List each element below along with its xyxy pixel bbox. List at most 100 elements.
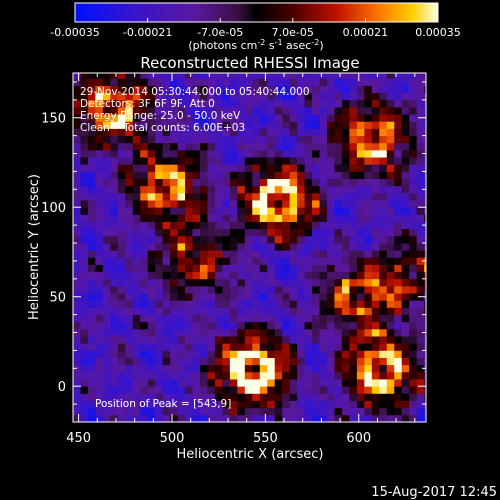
heatmap-cell — [341, 300, 350, 308]
heatmap-cell — [237, 142, 246, 151]
heatmap-cell — [327, 285, 335, 294]
heatmap-cell — [267, 92, 276, 101]
heatmap-cell — [80, 400, 89, 409]
heatmap-cell — [102, 393, 111, 401]
heatmap-cell — [364, 128, 373, 137]
heatmap-cell — [424, 157, 426, 165]
heatmap-cell — [73, 264, 81, 273]
heatmap-cell — [162, 85, 171, 94]
heatmap-cell — [297, 336, 305, 344]
heatmap-cell — [229, 149, 238, 158]
heatmap-cell — [319, 92, 328, 101]
heatmap-cell — [356, 114, 365, 122]
heatmap-cell — [267, 221, 276, 230]
heatmap-cell — [259, 350, 268, 358]
heatmap-cell — [356, 328, 365, 337]
heatmap-cell — [155, 278, 164, 287]
heatmap-cell — [185, 364, 193, 373]
heatmap-cell — [229, 85, 238, 94]
heatmap-cell — [282, 135, 291, 144]
heatmap-cell — [364, 357, 373, 366]
heatmap-cell — [289, 407, 298, 416]
heatmap-cell — [424, 300, 426, 308]
heatmap-cell — [102, 264, 111, 273]
heatmap-cell — [327, 73, 335, 79]
heatmap-cell — [356, 243, 365, 251]
heatmap-cell — [401, 350, 410, 358]
heatmap-cell — [341, 171, 350, 179]
heatmap-cell — [80, 192, 89, 201]
heatmap-cell — [222, 300, 231, 308]
heatmap-cell — [409, 386, 418, 394]
heatmap-cell — [416, 278, 425, 287]
heatmap-cell — [394, 278, 403, 287]
heatmap-cell — [102, 192, 111, 201]
heatmap-cell — [162, 293, 171, 301]
heatmap-cell — [424, 200, 426, 208]
heatmap-cell — [386, 250, 395, 258]
heatmap-cell — [222, 350, 231, 358]
heatmap-cell — [252, 192, 261, 201]
heatmap-cell — [282, 250, 291, 258]
heatmap-cell — [155, 99, 164, 108]
heatmap-cell — [379, 300, 388, 308]
heatmap-cell — [140, 114, 149, 122]
heatmap-cell — [132, 114, 141, 122]
heatmap-cell — [349, 364, 358, 373]
heatmap-cell — [200, 121, 208, 129]
heatmap-cell — [267, 321, 276, 330]
heatmap-cell — [319, 178, 328, 187]
heatmap-cell — [356, 414, 365, 422]
heatmap-cell — [102, 364, 111, 373]
heatmap-cell — [304, 414, 313, 422]
heatmap-cell — [155, 264, 164, 273]
heatmap-cell — [312, 157, 320, 165]
heatmap-cell — [200, 142, 208, 151]
heatmap-cell — [125, 235, 134, 244]
heatmap-cell — [304, 221, 313, 230]
heatmap-cell — [244, 214, 253, 222]
heatmap-cell — [155, 178, 164, 187]
heatmap-cell — [289, 300, 298, 308]
heatmap-cell — [409, 285, 418, 294]
heatmap-cell — [95, 379, 104, 387]
heatmap-cell — [401, 99, 410, 108]
heatmap-cell — [214, 135, 223, 144]
heatmap-cell — [424, 228, 426, 237]
heatmap-cell — [200, 107, 208, 115]
heatmap-cell — [214, 192, 223, 201]
heatmap-cell — [364, 221, 373, 230]
heatmap-cell — [125, 300, 134, 308]
heatmap-cell — [274, 149, 283, 158]
heatmap-cell — [371, 400, 380, 409]
heatmap-cell — [401, 407, 410, 416]
heatmap-cell — [117, 114, 126, 122]
heatmap-cell — [132, 371, 141, 380]
heatmap-cell — [386, 228, 395, 237]
heatmap-cell — [237, 371, 246, 380]
heatmap-cell — [334, 271, 343, 280]
heatmap-cell — [289, 185, 298, 194]
heatmap-cell — [356, 142, 365, 151]
heatmap-cell — [200, 128, 208, 137]
heatmap-cell — [394, 257, 403, 265]
heatmap-cell — [386, 157, 395, 165]
heatmap-cell — [229, 350, 238, 358]
heatmap-cell — [162, 164, 171, 172]
heatmap-cell — [416, 178, 425, 187]
heatmap-cell — [229, 78, 238, 86]
heatmap-cell — [259, 285, 268, 294]
heatmap-cell — [274, 371, 283, 380]
heatmap-cell — [327, 343, 335, 351]
heatmap-cell — [364, 107, 373, 115]
heatmap-cell — [102, 107, 111, 115]
heatmap-cell — [401, 157, 410, 165]
heatmap-cell — [394, 178, 403, 187]
heatmap-cell — [80, 379, 89, 387]
heatmap-cell — [132, 407, 141, 416]
heatmap-cell — [192, 121, 201, 129]
heatmap-cell — [349, 321, 358, 330]
heatmap-cell — [132, 271, 141, 280]
heatmap-cell — [185, 264, 193, 273]
heatmap-cell — [214, 235, 223, 244]
